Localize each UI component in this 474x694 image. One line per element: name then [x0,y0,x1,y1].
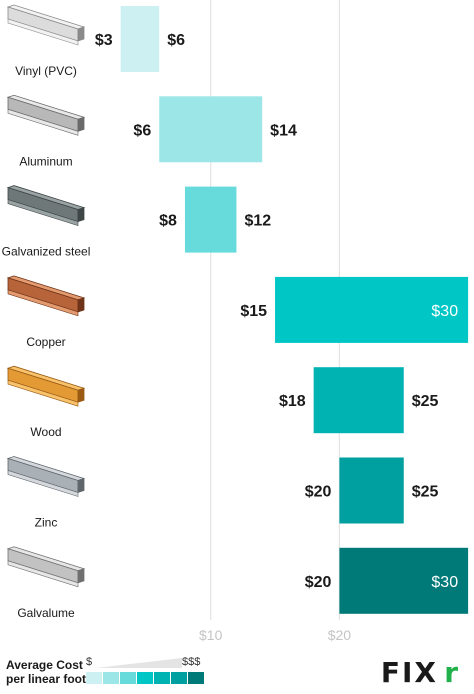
legend-swatch [171,672,187,684]
category-label: Aluminum [19,154,72,168]
high-label: $25 [412,484,439,501]
gutter-cost-chart: $10 $20 $3 $6 Vinyl (PVC) $6 $14 Aluminum $8 $12 G… [2,0,469,643]
low-label: $18 [279,393,306,410]
category-label: Galvalume [17,606,75,620]
category-label: Zinc [35,516,58,530]
category-label: Wood [30,425,61,439]
legend-swatch [86,672,102,684]
legend-swatch [154,672,170,684]
high-label: $30 [431,574,458,591]
logo-mark: r [444,656,458,689]
high-label: $6 [167,32,185,49]
legend-swatches [86,672,205,684]
bar-0 [120,6,160,72]
copper-gutter-icon [6,275,86,317]
category-label: Vinyl (PVC) [15,64,77,78]
low-label: $15 [240,303,267,320]
legend-high-label: $$$ [182,656,201,668]
vinyl-gutter-icon [6,4,86,46]
aluminum-gutter-icon [6,94,86,136]
x-tick-label: $20 [328,627,352,643]
low-label: $20 [305,484,332,501]
bar-3 [275,276,469,343]
low-label: $3 [95,32,113,49]
x-tick-label: $10 [199,627,223,643]
low-label: $20 [305,574,332,591]
legend-footer: Average Cost per linear foot $ $$$ FIX r [0,650,474,694]
galvanized-steel-gutter-icon [6,185,86,227]
low-label: $6 [133,122,151,139]
high-label: $12 [244,213,271,230]
category-label: Copper [26,335,65,349]
bar-2 [184,186,237,253]
logo-text: FIX [380,656,438,689]
bar-1 [159,96,263,163]
bar-4 [313,367,404,434]
zinc-gutter-icon [6,456,86,497]
high-label: $14 [270,122,297,139]
legend-swatch [120,672,136,684]
legend-swatch [137,672,153,684]
legend-wedge [96,658,182,668]
high-label: $30 [431,303,458,320]
category-label: Galvanized steel [2,245,91,259]
wood-gutter-icon [6,365,86,407]
legend-title: Average Cost per linear foot [6,658,87,686]
galvalume-gutter-icon [6,546,86,588]
legend-swatch [188,672,204,684]
legend-swatch [103,672,119,684]
bar-6 [339,547,469,614]
high-label: $25 [412,393,439,410]
low-label: $8 [159,213,177,230]
bar-5 [339,457,404,524]
legend-low-label: $ [86,656,93,668]
